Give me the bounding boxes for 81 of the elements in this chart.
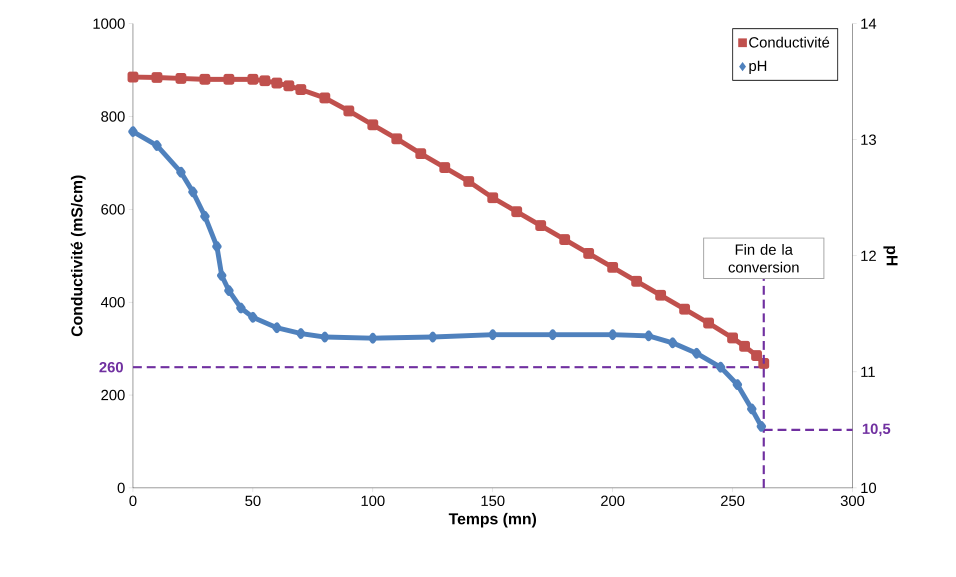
point (751, 350, 762, 362)
ref-line-label: Fin de la conversion (728, 244, 799, 273)
y2-tick-label: 13 (861, 134, 876, 146)
point (692, 348, 702, 359)
point (176, 73, 186, 84)
ref-line-label: 260 (99, 362, 123, 373)
y2-axis-title: pH (883, 246, 898, 266)
ref-line-label: 10,5 (862, 424, 890, 436)
point (152, 72, 162, 84)
point (655, 290, 666, 301)
y-axis-title: Conductivité (mS/cm) (70, 176, 86, 336)
point (272, 322, 282, 334)
point (176, 166, 186, 178)
point (319, 92, 330, 104)
point (259, 76, 270, 86)
y2-tick-label: 11 (861, 366, 875, 378)
point (559, 234, 570, 246)
point (128, 126, 138, 138)
y2-tick-label: 10 (861, 482, 876, 494)
point (463, 176, 474, 188)
point (511, 206, 522, 218)
y-tick-label: 1000 (94, 18, 125, 30)
point (747, 404, 756, 415)
point (343, 106, 354, 117)
point (128, 72, 138, 83)
point (739, 341, 750, 352)
point (732, 379, 742, 390)
point (367, 120, 378, 130)
y-tick-label: 0 (118, 482, 125, 494)
point (668, 338, 678, 348)
point (535, 220, 546, 232)
point (271, 78, 282, 89)
point (487, 192, 498, 204)
point (152, 140, 162, 152)
point (439, 162, 450, 174)
y-tick-label: 400 (100, 297, 125, 308)
y2-tick-label: 12 (861, 250, 876, 262)
x-tick-label: 300 (840, 496, 864, 506)
point (248, 312, 258, 323)
y-tick-label: 800 (101, 111, 125, 122)
point (320, 332, 330, 343)
point (679, 304, 690, 315)
point (188, 186, 198, 198)
point (295, 84, 306, 96)
x-tick-label: 0 (129, 496, 136, 506)
point (756, 421, 766, 432)
point (716, 362, 726, 373)
point (391, 134, 402, 144)
point (200, 211, 210, 222)
point (631, 276, 642, 287)
y-tick-label: 200 (101, 390, 125, 400)
legend-label: pH (749, 60, 766, 74)
point (488, 329, 498, 340)
x-axis-title: Temps (mn) (448, 513, 536, 528)
y2-tick-label: 14 (861, 18, 876, 29)
point (607, 262, 618, 273)
point (224, 285, 234, 296)
point (608, 329, 618, 340)
point (212, 241, 222, 252)
legend-label: Conductivité (749, 36, 830, 48)
y-tick-label: 600 (101, 204, 125, 215)
point (727, 332, 738, 344)
point (217, 270, 226, 282)
x-tick-label: 100 (362, 496, 385, 506)
point (199, 74, 210, 85)
point (247, 74, 258, 85)
point (236, 302, 246, 314)
x-tick-label: 250 (720, 496, 744, 506)
point (296, 328, 306, 340)
x-tick-label: 150 (482, 496, 504, 506)
x-tick-label: 200 (601, 496, 624, 506)
point (223, 74, 234, 85)
point (644, 330, 654, 342)
point (415, 148, 426, 160)
x-tick-label: 50 (245, 496, 261, 506)
point (428, 332, 438, 343)
point (283, 80, 294, 92)
point (368, 332, 378, 344)
point (548, 329, 558, 340)
point (583, 248, 594, 260)
point (703, 318, 714, 329)
